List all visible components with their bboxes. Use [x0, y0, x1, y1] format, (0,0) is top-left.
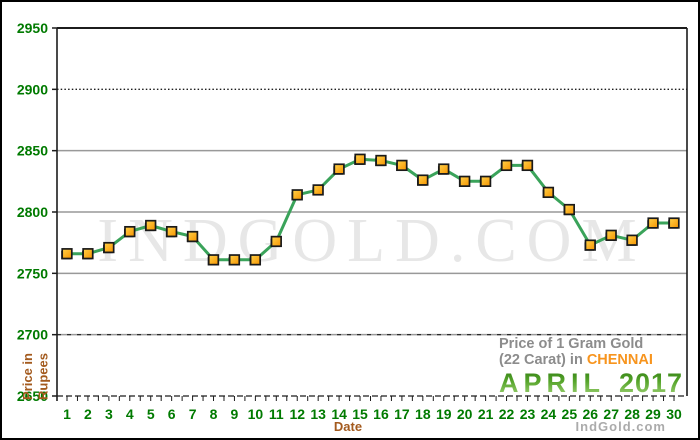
data-point-day-29 — [647, 217, 659, 229]
data-point-day-14 — [333, 163, 345, 175]
data-point-day-19 — [438, 163, 450, 175]
x-tick-label-15: 15 — [352, 406, 368, 422]
data-point-day-7 — [186, 230, 199, 243]
data-point-day-8 — [207, 254, 220, 266]
chart-title-block: Price of 1 Gram Gold (22 Carat) in CHENNA… — [499, 336, 683, 401]
data-point-day-1 — [61, 248, 73, 260]
y-tick-label-2700: 2700 — [17, 327, 48, 343]
x-tick-label-2: 2 — [84, 406, 92, 422]
title-line-1: Price of 1 Gram Gold — [499, 336, 644, 352]
x-tick-label-30: 30 — [666, 406, 682, 422]
x-tick-label-7: 7 — [189, 406, 197, 422]
month-text: APRIL — [499, 368, 605, 398]
data-point-day-24 — [542, 186, 555, 199]
x-tick-label-27: 27 — [603, 406, 619, 422]
price-line — [65, 157, 676, 262]
year-text: 2017 — [619, 368, 684, 398]
y-tick-label-2800: 2800 — [17, 204, 48, 220]
x-tick-label-17: 17 — [394, 406, 410, 422]
x-tick-label-13: 13 — [310, 406, 326, 422]
data-point-day-15 — [354, 153, 366, 165]
y-tick-label-2850: 2850 — [17, 143, 48, 159]
data-point-day-2 — [82, 248, 94, 260]
x-tick-label-5: 5 — [147, 406, 155, 422]
data-point-day-28 — [626, 234, 638, 246]
x-tick-label-14: 14 — [331, 406, 347, 422]
x-tick-label-24: 24 — [541, 406, 557, 422]
x-tick-label-20: 20 — [457, 406, 473, 422]
x-tick-label-23: 23 — [520, 406, 536, 422]
data-point-day-16 — [375, 154, 387, 167]
x-tick-label-9: 9 — [231, 406, 239, 422]
data-point-day-6 — [166, 225, 178, 238]
x-tick-label-12: 12 — [289, 406, 305, 422]
title-line-2: (22 Carat) in CHENNAI — [499, 351, 683, 369]
data-point-day-17 — [396, 159, 408, 172]
title-carat-text: (22 Carat) in — [499, 351, 583, 368]
data-point-day-18 — [417, 174, 429, 186]
y-tick-label-2650: 2650 — [17, 388, 48, 404]
x-tick-label-8: 8 — [210, 406, 218, 422]
x-tick-label-19: 19 — [436, 406, 452, 422]
x-tick-label-22: 22 — [499, 406, 515, 422]
x-axis-title: Date — [333, 419, 363, 434]
x-tick-label-11: 11 — [269, 406, 284, 422]
x-tick-label-3: 3 — [105, 406, 113, 422]
data-point-day-5 — [145, 219, 157, 232]
data-point-day-3 — [103, 241, 115, 254]
data-point-day-30 — [668, 217, 680, 229]
data-point-day-13 — [312, 184, 324, 196]
data-point-day-26 — [584, 239, 596, 251]
data-point-day-9 — [228, 254, 241, 266]
data-point-day-23 — [521, 159, 534, 172]
x-tick-label-1: 1 — [63, 406, 71, 422]
x-tick-label-28: 28 — [624, 406, 640, 422]
title-month-year: APRIL 2017 — [499, 370, 683, 401]
data-point-day-27 — [605, 229, 617, 241]
data-point-day-12 — [291, 189, 303, 201]
y-tick-label-2900: 2900 — [17, 81, 48, 97]
x-tick-label-4: 4 — [126, 406, 134, 422]
y-tick-label-2750: 2750 — [17, 265, 48, 281]
x-tick-label-10: 10 — [248, 406, 264, 422]
x-tick-label-25: 25 — [562, 406, 578, 422]
x-tick-label-18: 18 — [415, 406, 431, 422]
data-point-day-4 — [124, 225, 136, 238]
x-tick-label-6: 6 — [168, 406, 176, 422]
data-point-day-10 — [249, 254, 262, 266]
data-point-day-11 — [270, 235, 282, 248]
x-tick-label-29: 29 — [645, 406, 661, 422]
data-point-day-22 — [500, 159, 513, 172]
x-tick-label-21: 21 — [478, 406, 494, 422]
x-tick-label-16: 16 — [373, 406, 389, 422]
y-axis-title-line2: Rupees — [35, 353, 51, 400]
y-axis-title-line1: Price in — [20, 353, 35, 400]
city-name: CHENNAI — [586, 351, 653, 368]
data-point-day-21 — [479, 175, 492, 187]
x-tick-label-26: 26 — [582, 406, 598, 422]
data-point-day-20 — [459, 175, 471, 187]
y-tick-label-2950: 2950 — [17, 20, 48, 36]
data-point-day-25 — [563, 203, 575, 216]
source-credit: IndGold.com — [575, 419, 666, 434]
y-axis-title: Price in Rupees — [20, 320, 51, 400]
